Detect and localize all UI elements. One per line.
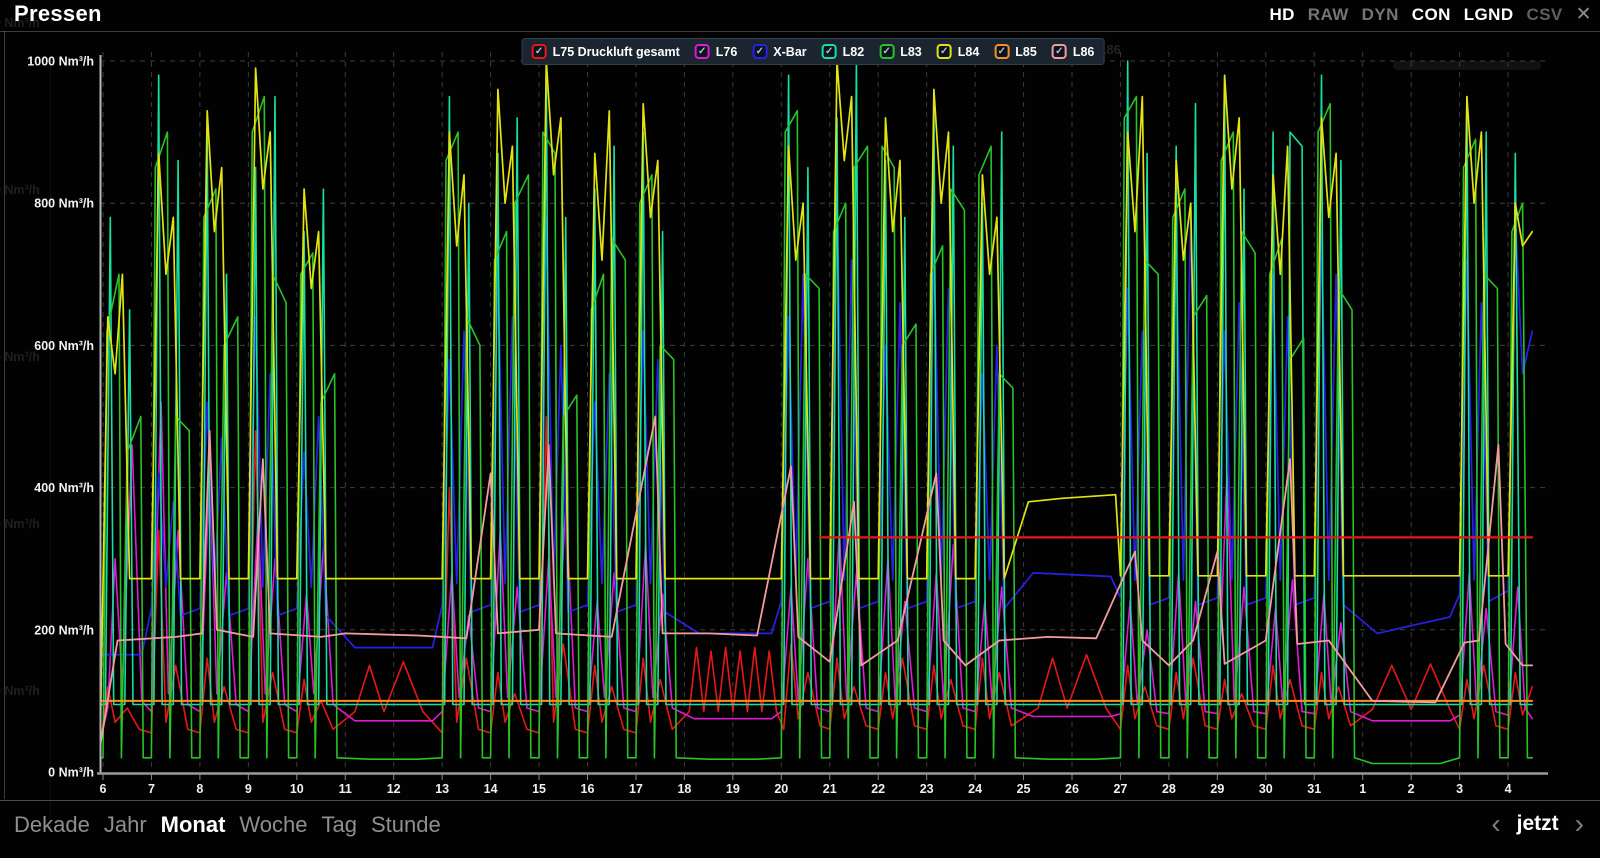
y-tick-label: 1000 Nm³/h — [27, 55, 94, 69]
legend-label-l75: L75 Druckluft gesamt — [553, 45, 680, 59]
ghost-y-label: 00 Nm³/h — [0, 183, 40, 197]
chart-legend: ✓L75 Druckluft gesamt✓L76✓X-Bar✓L82✓L83✓… — [522, 38, 1105, 65]
range-button-dekade[interactable]: Dekade — [14, 812, 90, 838]
legend-item-l86[interactable]: ✓ L86 — [1052, 44, 1095, 59]
x-tick-label: 7 — [148, 782, 155, 796]
legend-label-l83: L83 — [900, 45, 922, 59]
ghost-y-label: 00 Nm³/h — [0, 684, 40, 698]
x-tick-label: 2 — [1408, 782, 1415, 796]
legend-checkbox-l75[interactable]: ✓ — [532, 44, 547, 59]
range-button-monat[interactable]: Monat — [161, 812, 226, 838]
legend-label-l82: L82 — [843, 45, 865, 59]
legend-item-l83[interactable]: ✓ L83 — [879, 44, 922, 59]
x-tick-label: 18 — [677, 782, 691, 796]
legend-label-l86: L86 — [1073, 45, 1095, 59]
legend-checkbox-l85[interactable]: ✓ — [994, 44, 1009, 59]
x-tick-label: 28 — [1162, 782, 1176, 796]
x-tick-label: 30 — [1259, 782, 1273, 796]
y-tick-label: 400 Nm³/h — [34, 481, 94, 495]
legend-label-l84: L84 — [958, 45, 980, 59]
x-tick-label: 17 — [629, 782, 643, 796]
legend-checkbox-l83[interactable]: ✓ — [879, 44, 894, 59]
x-tick-label: 1 — [1359, 782, 1366, 796]
range-selector: Dekade Jahr Monat Woche Tag Stunde — [14, 812, 441, 838]
x-tick-label: 16 — [581, 782, 595, 796]
prev-button[interactable]: ‹ — [1491, 810, 1500, 838]
legend-checkbox-l82[interactable]: ✓ — [822, 44, 837, 59]
pressen-chart-widget: Pressen HDRAWDYNCONLGNDCSV✕ 0 Nm³/h200 N… — [0, 0, 1600, 858]
range-button-stunde[interactable]: Stunde — [371, 812, 441, 838]
legend-checkbox-l76[interactable]: ✓ — [695, 44, 710, 59]
series-lines — [101, 61, 1533, 764]
now-button[interactable]: jetzt — [1517, 812, 1559, 836]
x-tick-label: 19 — [726, 782, 740, 796]
x-tick-label: 3 — [1456, 782, 1463, 796]
y-tick-label: 0 Nm³/h — [48, 766, 94, 780]
legend-label-xbar: X-Bar — [773, 45, 806, 59]
ghost-y-label: 00 Nm³/h — [0, 350, 40, 364]
legend-label-l76: L76 — [716, 45, 738, 59]
y-tick-label: 200 Nm³/h — [34, 623, 94, 637]
x-tick-label: 23 — [920, 782, 934, 796]
x-tick-label: 13 — [435, 782, 449, 796]
range-button-tag[interactable]: Tag — [321, 812, 356, 838]
x-tick-label: 14 — [484, 782, 498, 796]
ghost-y-label: 00 Nm³/h — [0, 517, 40, 531]
x-tick-label: 4 — [1505, 782, 1512, 796]
y-tick-label: 800 Nm³/h — [34, 197, 94, 211]
y-tick-label: 600 Nm³/h — [34, 339, 94, 353]
legend-checkbox-l84[interactable]: ✓ — [937, 44, 952, 59]
x-tick-label: 11 — [339, 782, 352, 796]
ghost-y-label: 00 Nm³/h — [0, 16, 40, 30]
chart-plot[interactable]: 0 Nm³/h200 Nm³/h400 Nm³/h600 Nm³/h800 Nm… — [0, 0, 1600, 858]
x-tick-label: 29 — [1210, 782, 1224, 796]
x-tick-label: 24 — [968, 782, 982, 796]
legend-item-l85[interactable]: ✓ L85 — [994, 44, 1037, 59]
x-tick-label: 31 — [1307, 782, 1321, 796]
x-tick-label: 22 — [871, 782, 885, 796]
time-nav: ‹ jetzt › — [1491, 810, 1584, 838]
legend-item-l76[interactable]: ✓ L76 — [695, 44, 738, 59]
x-tick-label: 21 — [823, 782, 837, 796]
next-button[interactable]: › — [1575, 810, 1584, 838]
footer: Dekade Jahr Monat Woche Tag Stunde ‹ jetzt › — [0, 800, 1600, 858]
legend-label-l85: L85 — [1015, 45, 1037, 59]
legend-item-xbar[interactable]: ✓ X-Bar — [752, 44, 806, 59]
x-tick-label: 25 — [1017, 782, 1031, 796]
legend-checkbox-l86[interactable]: ✓ — [1052, 44, 1067, 59]
x-tick-label: 8 — [196, 782, 203, 796]
legend-item-l84[interactable]: ✓ L84 — [937, 44, 980, 59]
x-tick-label: 26 — [1065, 782, 1079, 796]
legend-item-l82[interactable]: ✓ L82 — [822, 44, 865, 59]
x-tick-label: 6 — [100, 782, 107, 796]
range-button-jahr[interactable]: Jahr — [104, 812, 147, 838]
x-tick-label: 20 — [774, 782, 788, 796]
x-tick-label: 9 — [245, 782, 252, 796]
legend-item-l75[interactable]: ✓ L75 Druckluft gesamt — [532, 44, 680, 59]
x-tick-label: 10 — [290, 782, 304, 796]
x-tick-label: 12 — [387, 782, 401, 796]
range-button-woche[interactable]: Woche — [239, 812, 307, 838]
x-tick-label: 15 — [532, 782, 546, 796]
x-tick-label: 27 — [1113, 782, 1127, 796]
legend-checkbox-xbar[interactable]: ✓ — [752, 44, 767, 59]
